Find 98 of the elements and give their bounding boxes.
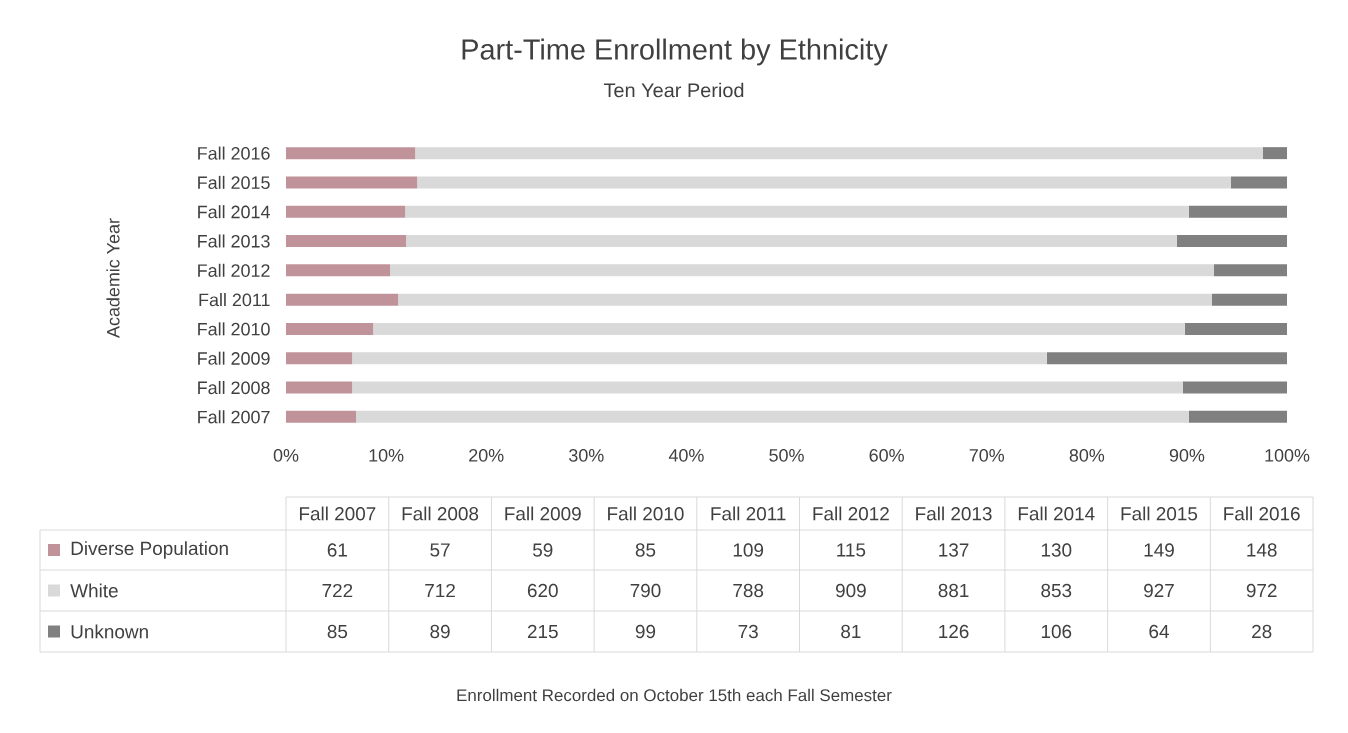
- data-label: 85: [327, 624, 348, 639]
- x-tick-label: 40%: [668, 449, 704, 462]
- x-tick-label: 10%: [369, 449, 404, 462]
- bar: [286, 381, 353, 394]
- x-tick-label: 30%: [569, 449, 604, 462]
- bar: [398, 293, 1212, 306]
- x-tick-label: 20%: [469, 449, 504, 462]
- x-tick-label: 50%: [769, 449, 804, 462]
- data-label: 927: [1144, 583, 1174, 598]
- category-label: Fall 2008: [402, 506, 479, 521]
- y-tick-label: Fall 2007: [198, 410, 270, 424]
- bar: [1263, 147, 1288, 160]
- data-label: 61: [327, 543, 347, 557]
- category-label: Fall 2014: [1018, 506, 1095, 521]
- bar: [286, 235, 407, 248]
- data-label: 909: [835, 583, 866, 598]
- x-tick-label: 70%: [969, 449, 1005, 462]
- x-tick-label: 80%: [1069, 449, 1105, 462]
- data-label: 115: [837, 543, 866, 557]
- bar: [415, 147, 1263, 160]
- bar: [1188, 205, 1288, 218]
- category-label: Fall 2016: [1224, 506, 1300, 521]
- y-tick-label: Fall 2016: [198, 146, 270, 160]
- data-label: 85: [635, 543, 656, 557]
- bar: [286, 293, 399, 306]
- x-tick-label: 90%: [1169, 449, 1205, 462]
- data-label: 109: [733, 543, 764, 557]
- bar: [286, 205, 406, 218]
- data-label: 722: [322, 583, 353, 598]
- data-label: 73: [738, 624, 758, 639]
- bar: [1211, 293, 1288, 306]
- data-label: 57: [430, 543, 450, 557]
- x-tick-label: 60%: [869, 449, 904, 462]
- y-tick-label: Fall 2014: [198, 205, 270, 219]
- data-label: 620: [527, 583, 558, 598]
- text: Enrollment Recorded on October 15th each Fall Semester: [457, 688, 892, 702]
- data-label: 59: [532, 543, 553, 557]
- data-label: 28: [1252, 624, 1272, 639]
- bar: [405, 205, 1189, 218]
- bar: [356, 410, 1189, 423]
- data-label: 137: [939, 543, 969, 557]
- data-label: 64: [1149, 624, 1169, 639]
- data-label: 881: [938, 583, 969, 598]
- bar: [390, 264, 1214, 277]
- data-label: 215: [527, 624, 558, 639]
- legend-label: Unknown: [71, 624, 148, 639]
- y-axis-title: Academic Year: [106, 218, 120, 338]
- bar: [286, 176, 418, 189]
- data-label: 712: [425, 583, 455, 598]
- data-label: 99: [635, 624, 656, 639]
- bar: [406, 235, 1177, 248]
- bar: [1188, 410, 1288, 423]
- category-label: Fall 2010: [608, 506, 684, 521]
- data-label: 126: [939, 624, 969, 639]
- bar: [417, 176, 1231, 189]
- category-label: Fall 2009: [505, 506, 581, 521]
- data-label: 788: [733, 583, 764, 598]
- category-label: Fall 2015: [1121, 506, 1198, 521]
- legend-label: Diverse Population: [71, 541, 228, 559]
- bar: [352, 352, 1047, 365]
- y-tick-label: Fall 2010: [198, 322, 270, 336]
- bar: [286, 410, 357, 423]
- bar: [1213, 264, 1288, 277]
- data-label: 106: [1041, 624, 1072, 639]
- bar: [286, 147, 416, 160]
- bar: [1046, 352, 1288, 365]
- data-label: 972: [1246, 583, 1277, 598]
- bar: [1176, 235, 1288, 248]
- bar: [352, 381, 1183, 394]
- x-tick-label: 100%: [1265, 449, 1310, 462]
- data-label: 89: [430, 624, 450, 639]
- y-tick-label: Fall 2012: [198, 263, 270, 277]
- y-tick-label: Fall 2011: [199, 293, 270, 307]
- chart-title: Part-Time Enrollment by Ethnicity: [462, 38, 888, 66]
- y-tick-label: Fall 2009: [198, 351, 270, 365]
- legend-label: White: [70, 583, 118, 598]
- category-label: Fall 2013: [916, 506, 992, 521]
- bar: [1182, 381, 1288, 394]
- data-label: 790: [630, 583, 661, 598]
- bar: [373, 322, 1185, 335]
- data-label: 81: [841, 624, 861, 639]
- data-label: 148: [1247, 543, 1277, 557]
- y-tick-label: Fall 2013: [198, 234, 270, 248]
- y-tick-label: Fall 2008: [198, 380, 270, 395]
- category-label: Fall 2012: [813, 506, 889, 521]
- data-label: 149: [1144, 543, 1174, 557]
- bar: [1184, 322, 1288, 335]
- bar: [286, 322, 374, 335]
- y-tick-label: Fall 2015: [198, 175, 270, 190]
- category-label: Fall 2007: [299, 506, 376, 521]
- bar: [1230, 176, 1288, 189]
- chart-subtitle: Ten Year Period: [603, 82, 744, 98]
- data-label: 853: [1041, 583, 1072, 598]
- data-label: 130: [1041, 543, 1072, 557]
- x-tick-label: 0%: [273, 449, 299, 462]
- bar: [286, 352, 353, 365]
- bar: [286, 264, 391, 277]
- category-label: Fall 2011: [711, 506, 786, 521]
